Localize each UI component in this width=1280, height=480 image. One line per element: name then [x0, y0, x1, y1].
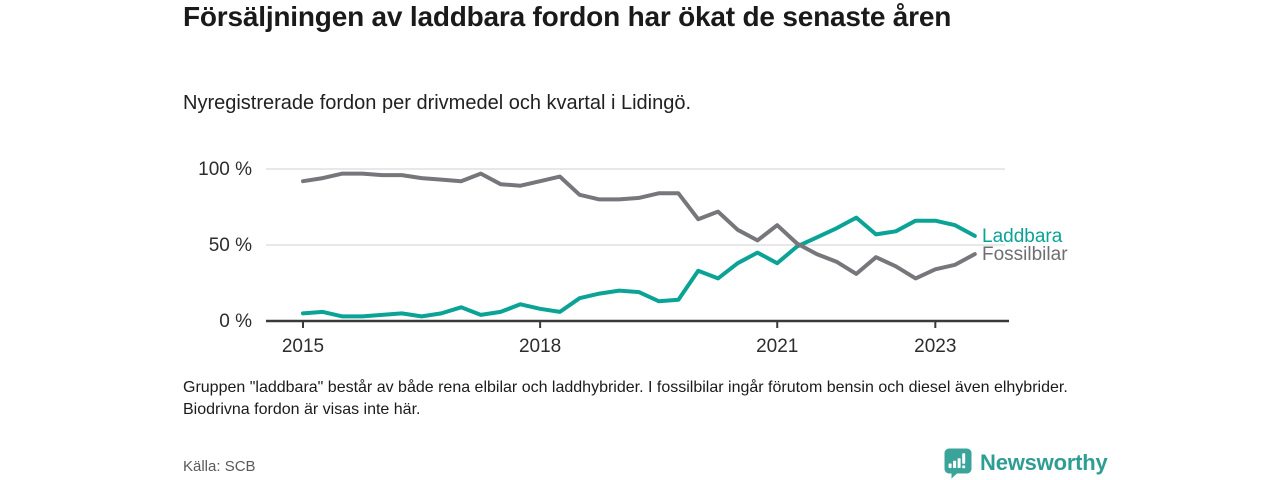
chart-title: Försäljningen av laddbara fordon har öka… [183, 1, 952, 32]
fossilbilar-series-label: Fossilbilar [982, 244, 1068, 265]
x-tick-label: 2018 [519, 336, 561, 357]
line-chart: 2015 2018 2021 2023 100 % 50 % 0 % Laddbara Foss… [0, 140, 1120, 380]
y-tick-label: 50 % [209, 235, 252, 256]
y-tick-label: 0 % [219, 311, 252, 332]
newsworthy-logo: Newsworthy [944, 447, 1108, 479]
laddbara-series-label: Laddbara [982, 226, 1063, 247]
y-tick-label: 100 % [198, 159, 252, 180]
laddbara-line [301, 215, 977, 319]
chart-footnote: Gruppen "laddbara" består av både rena e… [183, 379, 1068, 418]
x-tick-label: 2015 [282, 336, 324, 357]
fossilbilar-line [301, 171, 977, 281]
line-chart-svg: 2015 2018 2021 2023 100 % 50 % 0 % LaddbaraFoss… [198, 159, 1068, 357]
newsworthy-icon [944, 448, 972, 478]
source-label: Källa: SCB [183, 458, 256, 475]
chart-subtitle: Nyregistrerade fordon per drivmedel och … [183, 92, 692, 114]
x-tick-label: 2023 [914, 336, 956, 357]
newsworthy-wordmark: Newsworthy [980, 450, 1108, 475]
x-tick-label: 2021 [756, 336, 798, 357]
